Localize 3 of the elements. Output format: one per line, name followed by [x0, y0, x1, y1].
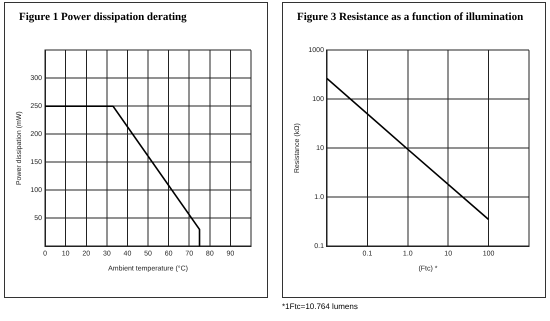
chart-title: Figure 3 Resistance as a function of illumination [297, 11, 524, 23]
text: *1Ftc=10.764 lumens [282, 302, 358, 311]
chart-title: Figure 1 Power dissipation derating [19, 11, 188, 23]
